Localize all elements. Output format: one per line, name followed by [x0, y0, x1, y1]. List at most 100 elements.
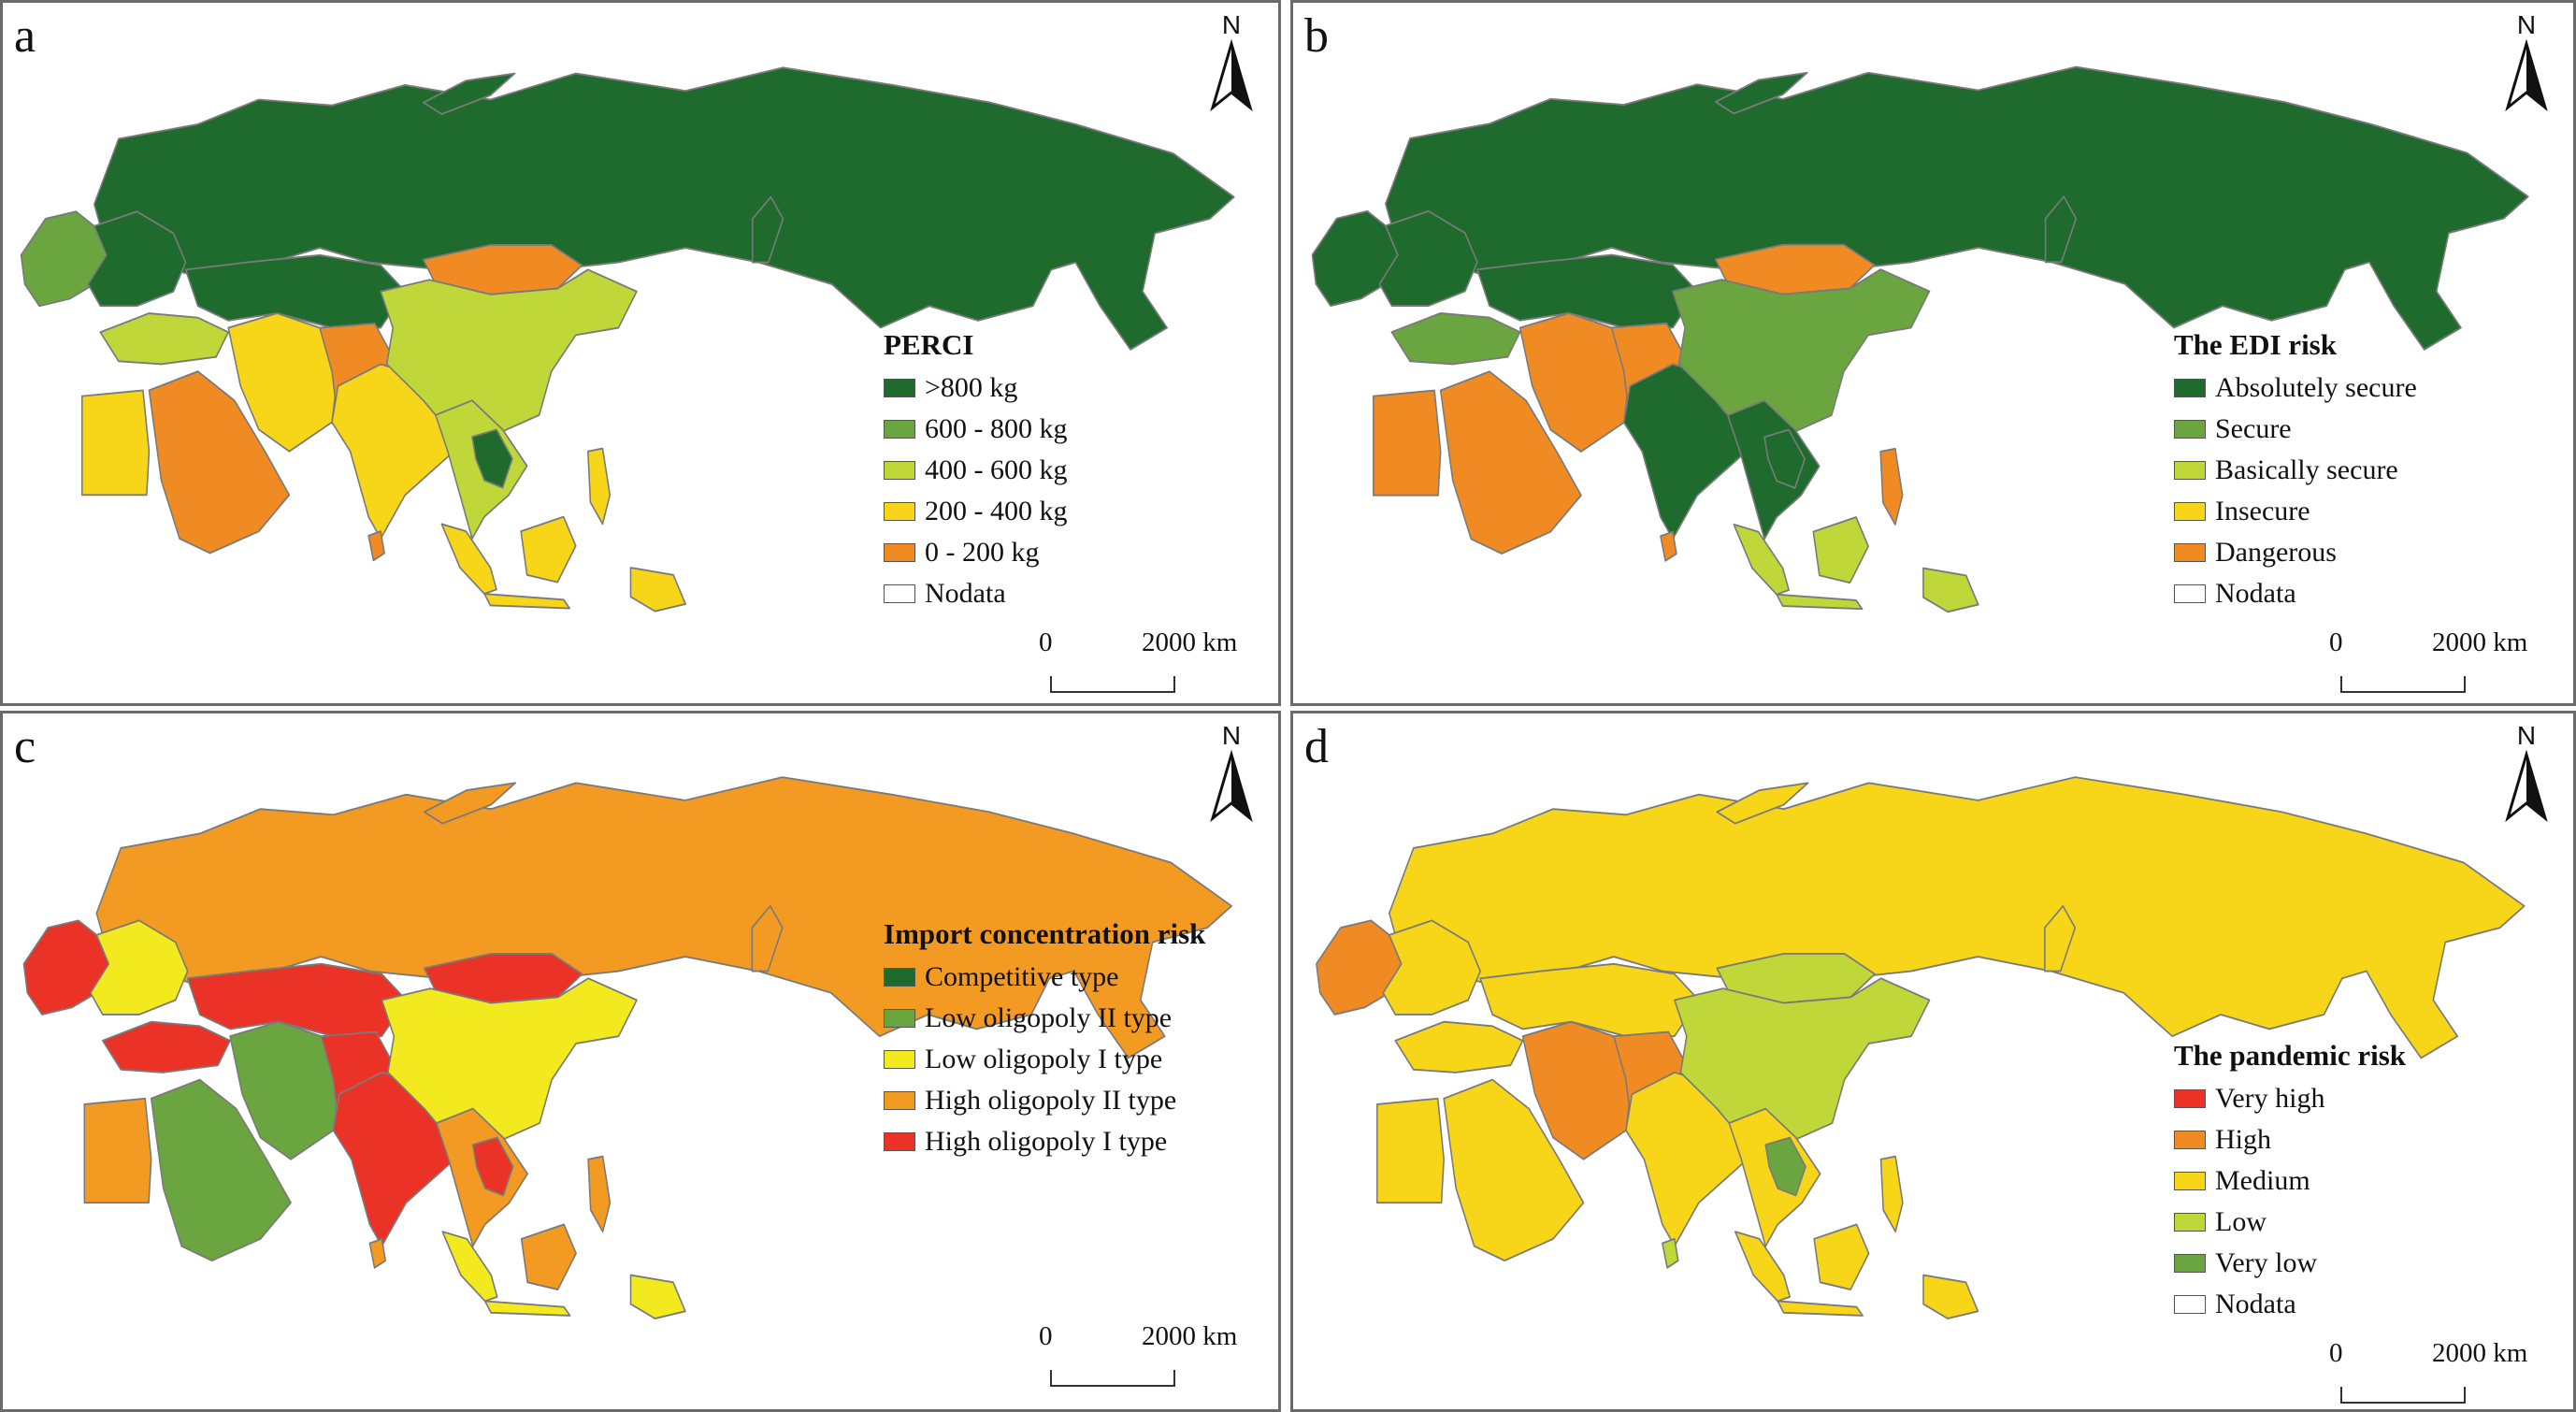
scale-zero-label: 0 [1039, 1321, 1053, 1351]
region-turkey [101, 1020, 231, 1073]
region-srilanka [1662, 1237, 1679, 1269]
legend-item: 400 - 600 kg [884, 450, 1068, 491]
legend-label: Medium [2215, 1165, 2310, 1196]
legend-swatch [884, 1050, 915, 1069]
scale-max-label: 2000 km [1142, 1321, 1238, 1351]
legend: The EDI risk Absolutely secure Secure Basi… [2174, 328, 2417, 614]
legend-label: 200 - 400 kg [925, 496, 1068, 526]
region-novaya-zemlya [1716, 782, 1809, 825]
legend-item: High oligopoly II type [884, 1080, 1205, 1121]
region-egypt [1376, 1097, 1445, 1204]
scale-bar: 0 2000 km [1039, 1321, 1263, 1396]
region-china [381, 977, 638, 1146]
scale-max-label: 2000 km [2432, 1338, 2528, 1368]
legend-swatch [884, 379, 915, 397]
region-novaya-zemlya [423, 72, 516, 115]
legend-item: Secure [2174, 409, 2417, 450]
north-label: N [2516, 721, 2537, 750]
region-turkey [99, 312, 229, 366]
region-laos [471, 1136, 514, 1197]
region-srilanka [368, 1237, 387, 1269]
region-egypt [83, 1097, 152, 1204]
legend-label: High [2215, 1124, 2271, 1155]
region-srilanka [1660, 530, 1677, 562]
legend-swatch [2174, 1089, 2206, 1108]
region-central-asia [184, 253, 407, 329]
legend-swatch [2174, 461, 2206, 480]
legend-swatch [2174, 1213, 2206, 1232]
region-borneo [520, 515, 577, 584]
north-label: N [1221, 721, 1242, 750]
legend-item: High oligopoly I type [884, 1121, 1205, 1162]
region-srilanka [367, 530, 385, 562]
legend-title: PERCI [884, 328, 974, 361]
scale-bar: 0 2000 km [1039, 627, 1263, 702]
legend-item: >800 kg [884, 367, 1068, 409]
region-sumatra [1734, 1231, 1791, 1303]
legend-swatch [884, 1091, 915, 1110]
panel-letter: c [14, 720, 36, 773]
region-japan [2044, 195, 2078, 264]
north-label: N [1221, 10, 1242, 39]
region-japan [751, 904, 784, 973]
region-arabia [148, 370, 291, 555]
region-china [1672, 268, 1931, 439]
region-java [1776, 593, 1864, 611]
region-arabia [1439, 370, 1582, 555]
legend-swatch [2174, 1254, 2206, 1273]
legend: Import concentration risk Competitive ty… [884, 917, 1205, 1162]
legend-item: Competitive type [884, 957, 1205, 998]
legend-items: Absolutely secure Secure Basically secure I… [2174, 367, 2417, 614]
legend-item: Medium [2174, 1160, 2406, 1202]
region-turkey [1390, 311, 1521, 366]
legend-items: >800 kg 600 - 800 kg 400 - 600 kg 200 - 400… [884, 367, 1068, 614]
region-java [483, 1300, 571, 1317]
asia-map [20, 66, 1235, 612]
legend-label: Very high [2215, 1083, 2325, 1114]
scale-bar: 0 2000 km [2329, 1338, 2554, 1409]
asia-map [22, 776, 1232, 1319]
legend-item: High [2174, 1119, 2406, 1160]
asia-map [1316, 776, 2526, 1319]
region-europe-east [87, 210, 187, 308]
region-laos [1764, 1136, 1806, 1197]
region-philippines [587, 447, 612, 526]
legend-label: High oligopoly I type [925, 1126, 1168, 1157]
legend-item: Low [2174, 1202, 2406, 1243]
scale-bar: 0 2000 km [2329, 627, 2554, 702]
legend-label: Insecure [2215, 496, 2310, 526]
region-laos [471, 428, 513, 489]
legend-swatch [884, 420, 915, 439]
legend-label: 600 - 800 kg [925, 413, 1068, 444]
legend-item: 0 - 200 kg [884, 532, 1068, 573]
region-central-asia [1476, 253, 1698, 329]
region-central-asia [1479, 962, 1700, 1038]
region-philippines [587, 1155, 612, 1233]
legend-item: Low oligopoly II type [884, 998, 1205, 1039]
region-arabia [150, 1078, 292, 1262]
legend-label: Nodata [925, 578, 1006, 609]
legend-swatch [884, 584, 915, 603]
region-novaya-zemlya [1714, 71, 1808, 115]
north-arrow-icon [2505, 38, 2548, 112]
legend-label: Nodata [2215, 1289, 2296, 1319]
legend-swatch [884, 502, 915, 521]
legend-label: Low [2215, 1206, 2267, 1237]
legend-item: Absolutely secure [2174, 367, 2417, 409]
legend: PERCI >800 kg 600 - 800 kg 400 - 600 kg 200… [884, 328, 1068, 614]
legend-label: Low oligopoly I type [925, 1044, 1163, 1074]
region-russia [95, 776, 1232, 1059]
region-turkey [1394, 1020, 1524, 1073]
scale-zero-label: 0 [2329, 1338, 2343, 1368]
legend-item: Dangerous [2174, 532, 2417, 573]
north-arrow-icon [1210, 38, 1253, 112]
region-java [1777, 1300, 1864, 1317]
panel-letter: b [1304, 9, 1329, 63]
scale-max-label: 2000 km [2432, 627, 2528, 657]
legend-label: Dangerous [2215, 537, 2337, 568]
asia-map [1311, 65, 2529, 613]
legend-item: Very high [2174, 1078, 2406, 1119]
region-russia [1389, 776, 2526, 1059]
region-china [380, 268, 638, 439]
region-arabia [1443, 1078, 1585, 1262]
